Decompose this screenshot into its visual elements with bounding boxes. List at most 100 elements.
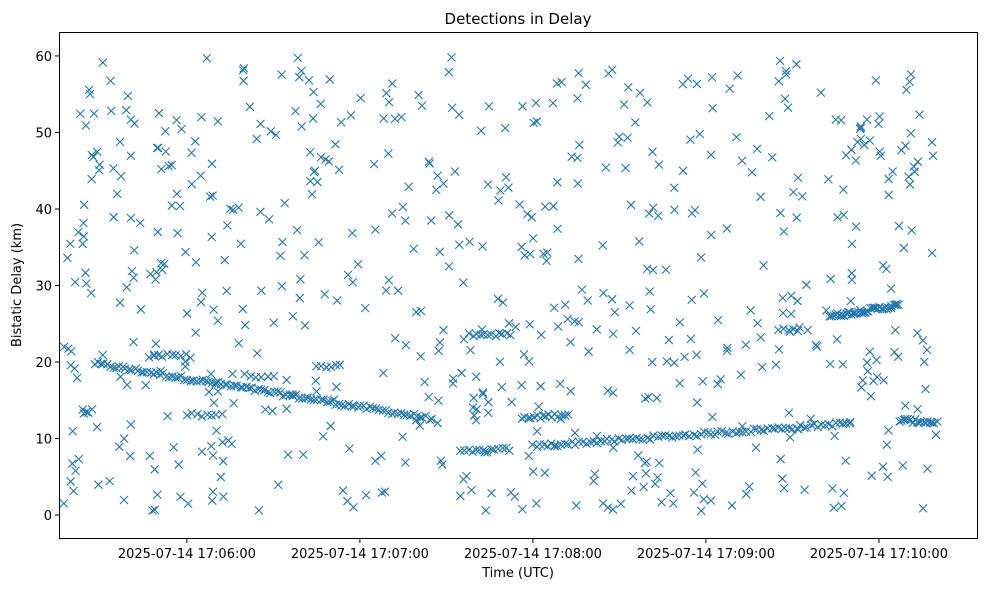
data-point-marker bbox=[536, 330, 546, 340]
data-point-marker bbox=[619, 100, 629, 109]
data-point-marker bbox=[721, 428, 731, 438]
data-point-marker bbox=[851, 222, 861, 231]
data-point-marker bbox=[476, 126, 486, 136]
data-point-marker bbox=[453, 219, 463, 229]
data-point-marker bbox=[329, 395, 339, 405]
data-point-marker bbox=[532, 426, 542, 436]
data-point-marker bbox=[109, 164, 118, 173]
data-point-marker bbox=[228, 369, 237, 379]
data-point-marker bbox=[635, 88, 645, 98]
data-point-marker bbox=[228, 205, 238, 215]
data-point-marker bbox=[923, 464, 932, 474]
data-point-marker bbox=[640, 458, 650, 468]
data-point-marker bbox=[316, 99, 326, 109]
data-point-marker bbox=[517, 380, 526, 390]
data-point-marker bbox=[795, 323, 804, 332]
data-point-marker bbox=[862, 358, 872, 367]
data-point-marker bbox=[696, 506, 706, 516]
data-point-marker bbox=[370, 456, 380, 466]
data-point-marker bbox=[305, 147, 315, 157]
data-point-marker bbox=[217, 409, 227, 419]
data-point-marker bbox=[151, 339, 161, 349]
data-point-marker bbox=[875, 112, 885, 121]
data-point-marker bbox=[630, 117, 640, 127]
data-point-marker bbox=[283, 450, 293, 460]
data-point-marker bbox=[205, 192, 215, 201]
data-point-marker bbox=[692, 431, 702, 441]
data-point-marker bbox=[733, 71, 743, 80]
data-point-marker bbox=[209, 398, 219, 408]
data-point-marker bbox=[435, 337, 445, 347]
data-point-marker bbox=[823, 174, 833, 184]
data-point-marker bbox=[72, 373, 82, 383]
data-point-marker bbox=[867, 471, 877, 481]
data-point-marker bbox=[504, 446, 514, 456]
data-point-marker bbox=[468, 403, 478, 412]
data-point-marker bbox=[683, 74, 693, 84]
data-point-marker bbox=[803, 325, 813, 335]
data-point-marker bbox=[901, 85, 911, 95]
data-point-marker bbox=[370, 225, 380, 235]
data-point-marker bbox=[236, 239, 246, 249]
data-point-marker bbox=[229, 398, 239, 408]
data-point-marker bbox=[197, 447, 207, 457]
data-point-marker bbox=[206, 441, 216, 451]
data-point-marker bbox=[846, 296, 856, 306]
data-point-marker bbox=[66, 346, 76, 356]
x-tick-label: 2025-07-14 17:10:00 bbox=[810, 547, 948, 562]
data-point-marker bbox=[905, 180, 915, 189]
data-point-marker bbox=[282, 375, 292, 385]
data-point-marker bbox=[87, 404, 97, 414]
data-point-marker bbox=[297, 122, 307, 131]
data-point-marker bbox=[890, 325, 900, 335]
data-point-marker bbox=[459, 474, 468, 484]
data-point-marker bbox=[511, 322, 521, 332]
data-point-marker bbox=[84, 85, 94, 95]
data-point-marker bbox=[847, 239, 857, 249]
data-point-marker bbox=[603, 386, 613, 396]
data-point-marker bbox=[331, 360, 341, 370]
data-point-marker bbox=[734, 427, 744, 437]
data-point-marker bbox=[884, 190, 894, 200]
data-point-marker bbox=[661, 265, 671, 275]
data-point-marker bbox=[238, 304, 248, 314]
data-point-marker bbox=[344, 444, 354, 453]
data-point-marker bbox=[383, 149, 393, 159]
data-point-marker bbox=[623, 82, 633, 92]
data-point-marker bbox=[774, 76, 784, 86]
data-point-marker bbox=[312, 387, 321, 396]
data-point-marker bbox=[252, 134, 262, 144]
data-point-marker bbox=[81, 407, 91, 417]
data-point-marker bbox=[207, 496, 217, 506]
data-point-marker bbox=[669, 358, 679, 368]
y-axis-label: Bistatic Delay (km) bbox=[10, 223, 25, 347]
data-point-marker bbox=[213, 116, 223, 126]
y-tick-label: 0 bbox=[44, 509, 52, 524]
data-point-marker bbox=[380, 487, 390, 496]
data-point-marker bbox=[322, 397, 332, 407]
data-point-marker bbox=[607, 294, 617, 304]
data-point-marker bbox=[932, 417, 942, 426]
data-point-marker bbox=[644, 209, 654, 218]
data-point-marker bbox=[746, 305, 756, 315]
data-point-marker bbox=[797, 191, 807, 201]
data-point-marker bbox=[845, 418, 855, 428]
data-point-marker bbox=[820, 420, 830, 430]
data-point-marker bbox=[517, 242, 527, 252]
data-point-marker bbox=[592, 431, 602, 441]
data-point-marker bbox=[478, 389, 488, 399]
data-point-marker bbox=[506, 487, 516, 497]
data-point-marker bbox=[634, 237, 644, 246]
data-point-marker bbox=[635, 434, 644, 444]
data-point-marker bbox=[478, 387, 488, 397]
data-point-marker bbox=[628, 471, 638, 481]
data-point-marker bbox=[570, 428, 580, 438]
data-point-marker bbox=[280, 198, 290, 208]
data-point-marker bbox=[196, 297, 206, 307]
data-point-marker bbox=[855, 124, 865, 134]
data-point-marker bbox=[670, 205, 679, 215]
data-point-marker bbox=[256, 372, 266, 382]
data-point-marker bbox=[152, 143, 162, 153]
data-point-marker bbox=[169, 442, 179, 452]
data-point-marker bbox=[471, 372, 481, 382]
